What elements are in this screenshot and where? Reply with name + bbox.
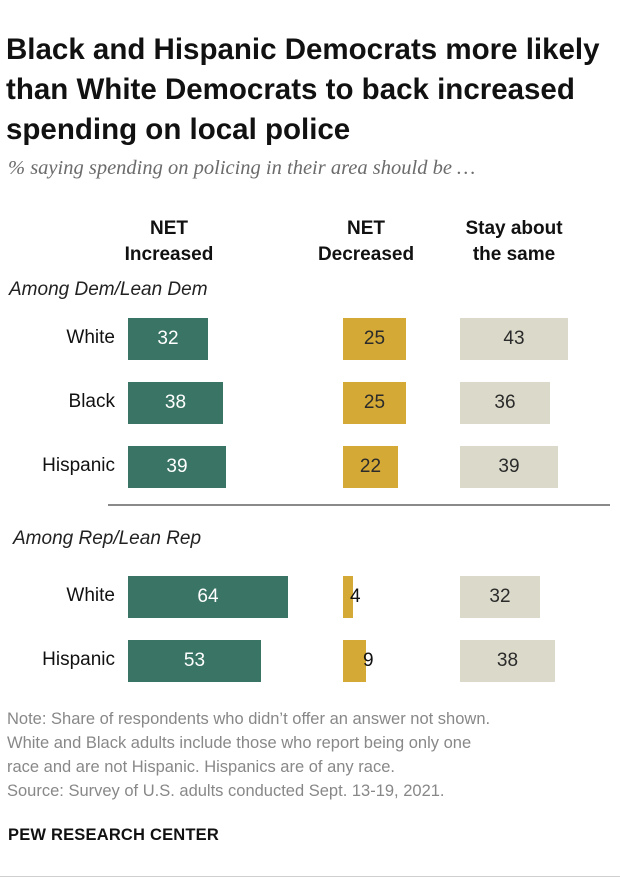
- footer-rule: [0, 876, 620, 877]
- column-header-same: Stay about the same: [446, 216, 582, 268]
- data-label-decreased: 9: [363, 650, 374, 671]
- row-label: Hispanic: [42, 649, 115, 670]
- row-label: Black: [68, 391, 115, 412]
- data-label-increased: 38: [164, 392, 187, 413]
- bar-same: 38: [460, 640, 555, 682]
- data-label-increased: 32: [157, 328, 179, 349]
- data-label-increased: 53: [183, 650, 206, 671]
- brand-label: PEW RESEARCH CENTER: [8, 826, 219, 844]
- data-label-same: 38: [496, 650, 519, 671]
- data-label-same: 39: [498, 456, 520, 477]
- row-label: White: [66, 585, 115, 606]
- data-label-same: 36: [494, 392, 516, 413]
- bar-same: 32: [460, 576, 540, 618]
- group-label: Among Dem/Lean Dem: [9, 279, 208, 300]
- row-label: White: [66, 327, 115, 348]
- data-label-decreased: 4: [350, 586, 361, 607]
- column-header-decreased: NET Decreased: [304, 216, 428, 268]
- column-header-decreased-line2: Decreased: [317, 244, 415, 265]
- data-label-increased: 39: [166, 456, 188, 477]
- chart-subtitle: % saying spending on policing in their a…: [8, 157, 476, 179]
- bar-decreased: [343, 576, 353, 618]
- bar-decreased: [343, 640, 366, 682]
- group-divider: [108, 504, 610, 506]
- bar-same: 43: [460, 318, 568, 360]
- bar-increased: 32: [128, 318, 208, 360]
- bar-decreased: 25: [343, 318, 406, 360]
- bar-same: 39: [460, 446, 558, 488]
- column-header-same-line1: Stay about: [465, 218, 563, 239]
- bar-increased: 39: [128, 446, 226, 488]
- source-line: Source: Survey of U.S. adults conducted …: [7, 782, 445, 800]
- row-label: Hispanic: [42, 455, 115, 476]
- data-label-decreased: 25: [363, 328, 386, 349]
- column-header-increased-line2: Increased: [124, 244, 214, 265]
- bar-decreased: 22: [343, 446, 398, 488]
- bar-same: 36: [460, 382, 550, 424]
- bar-increased: 64: [128, 576, 288, 618]
- note-line-3: race and are not Hispanic. Hispanics are…: [7, 758, 395, 776]
- data-label-same: 32: [489, 586, 511, 607]
- chart-title: Black and Hispanic Democrats more likely…: [6, 33, 600, 146]
- column-header-increased-line1: NET: [150, 218, 188, 239]
- data-label-decreased: 22: [359, 456, 382, 477]
- column-header-same-line2: the same: [472, 244, 556, 265]
- note-line-1: Note: Share of respondents who didn’t of…: [7, 710, 491, 728]
- bar-increased: 53: [128, 640, 261, 682]
- data-label-same: 43: [503, 328, 525, 349]
- bar-decreased: 25: [343, 382, 406, 424]
- note-line-2: White and Black adults include those who…: [7, 734, 472, 752]
- chart-note: Note: Share of respondents who didn’t of…: [7, 707, 613, 803]
- column-header-increased: NET Increased: [107, 216, 231, 268]
- data-label-decreased: 25: [363, 392, 386, 413]
- bar-increased: 38: [128, 382, 223, 424]
- group-label: Among Rep/Lean Rep: [13, 528, 202, 549]
- column-header-decreased-line1: NET: [347, 218, 385, 239]
- data-label-increased: 64: [197, 586, 219, 607]
